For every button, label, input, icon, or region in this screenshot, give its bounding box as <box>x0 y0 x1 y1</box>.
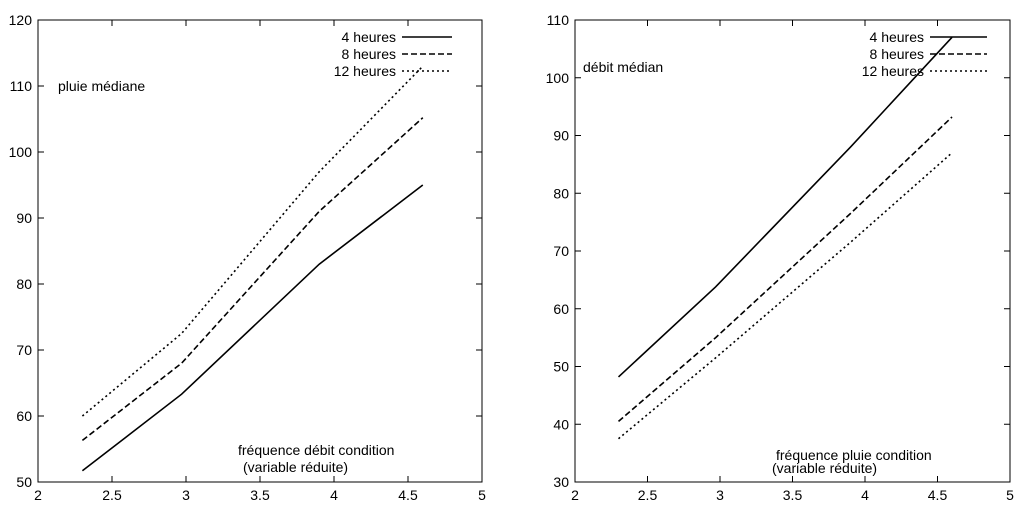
series-line-dotted <box>81 65 424 417</box>
y-tick-label: 100 <box>9 144 33 160</box>
y-tick-label: 100 <box>546 70 570 86</box>
y-tick-label: 30 <box>553 474 569 490</box>
y-tick-label: 70 <box>16 342 32 358</box>
y-tick-label: 110 <box>547 12 570 28</box>
series-line-solid <box>617 36 953 378</box>
y-axis-label: pluie médiane <box>58 78 145 94</box>
x-tick-label: 4 <box>330 487 338 503</box>
y-tick-label: 90 <box>16 210 32 226</box>
y-tick-label: 120 <box>9 12 33 28</box>
legend-label: 8 heures <box>870 46 924 62</box>
legend-label: 12 heures <box>334 63 396 79</box>
legend-label: 8 heures <box>342 46 396 62</box>
x-tick-label: 3.5 <box>783 487 803 503</box>
x-tick-label: 4.5 <box>928 487 948 503</box>
annotation-label: fréquence pluie condition <box>776 447 932 463</box>
y-tick-label: 70 <box>553 243 569 259</box>
y-tick-label: 80 <box>553 185 569 201</box>
series-line-solid <box>81 184 424 472</box>
x-tick-label: 5 <box>1006 487 1014 503</box>
chart-left: 50 60 70 80 90 100 110 120 2 2.5 3 3.5 4 4.5 5 pluie mé… <box>9 12 486 503</box>
chart-right: 30 40 50 60 70 80 90 100 110 2 2.5 3 3.5 4 4.5 5 débit m… <box>546 12 1014 503</box>
legend-label: 12 heures <box>862 63 924 79</box>
x-tick-label: 3 <box>182 487 190 503</box>
y-tick-label: 50 <box>553 359 569 375</box>
x-tick-label: 4.5 <box>398 487 418 503</box>
x-tick-label: 2.5 <box>638 487 658 503</box>
y-tick-label: 90 <box>553 128 569 144</box>
annotation-label: (variable réduite) <box>243 459 348 475</box>
legend-label: 4 heures <box>870 29 924 45</box>
series-line-dashed <box>81 117 424 442</box>
y-tick-label: 40 <box>553 416 569 432</box>
annotation-label: (variable réduite) <box>772 460 877 476</box>
x-tick-label: 2 <box>571 487 579 503</box>
y-tick-label: 80 <box>16 276 32 292</box>
y-tick-label: 60 <box>553 301 569 317</box>
y-axis-label: débit médian <box>583 59 663 75</box>
plot-frame <box>574 19 1011 483</box>
x-tick-label: 3 <box>716 487 724 503</box>
annotation-label: fréquence débit condition <box>238 442 394 458</box>
x-tick-label: 3.5 <box>250 487 270 503</box>
x-tick-label: 2.5 <box>102 487 122 503</box>
y-tick-label: 50 <box>16 474 32 490</box>
x-tick-label: 2 <box>34 487 42 503</box>
legend-label: 4 heures <box>342 29 396 45</box>
series-line-dashed <box>617 116 953 423</box>
x-tick-label: 5 <box>478 487 486 503</box>
y-tick-label: 60 <box>16 408 32 424</box>
y-tick-label: 110 <box>10 78 33 94</box>
x-tick-label: 4 <box>861 487 869 503</box>
series-line-dotted <box>617 152 953 440</box>
